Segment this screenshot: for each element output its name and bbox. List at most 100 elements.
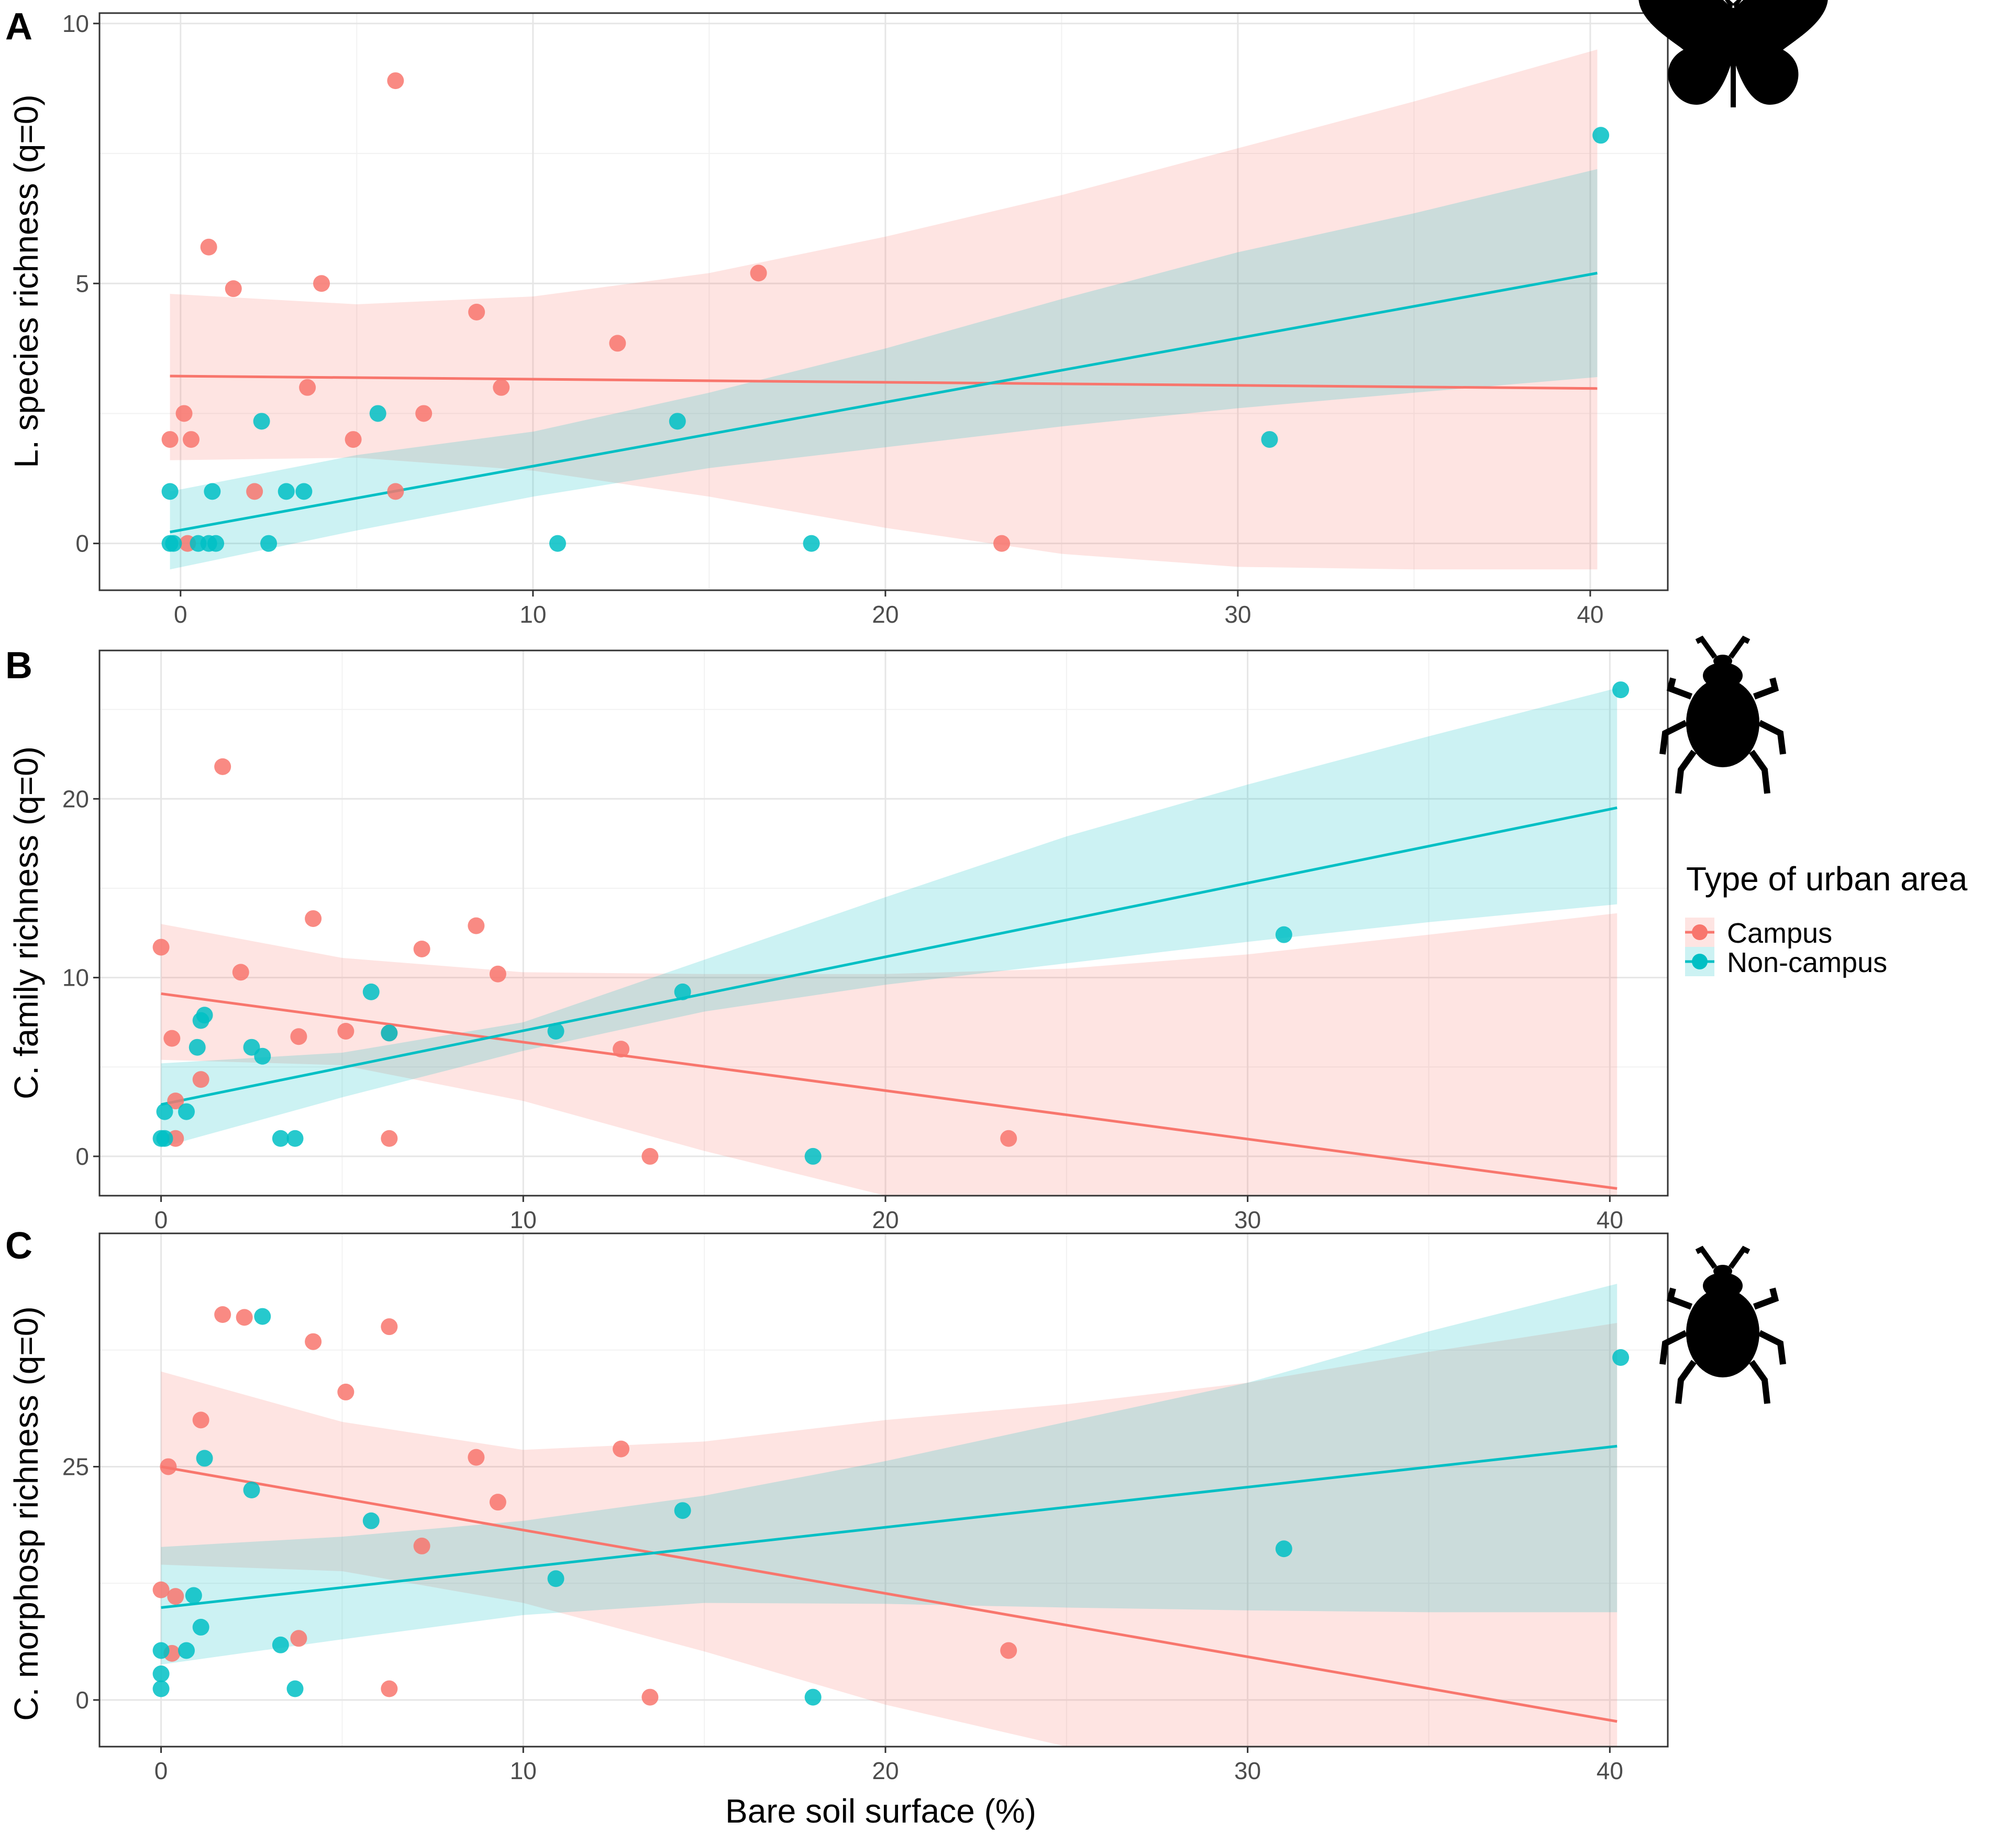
beetle-icon <box>1659 1245 1786 1404</box>
x-tick-label: 30 <box>1224 601 1251 628</box>
x-tick-label: 40 <box>1577 601 1603 628</box>
point-campus <box>489 965 506 983</box>
ci-band-campus <box>161 1323 1618 1747</box>
fit-line-campus <box>170 374 1598 390</box>
point-campus <box>246 483 263 500</box>
point-non-campus <box>669 413 686 430</box>
point-non-campus <box>674 1502 691 1519</box>
point-campus <box>468 917 485 934</box>
point-non-campus <box>381 1024 398 1042</box>
panel-c-border <box>98 1232 1669 1748</box>
point-campus <box>290 1028 307 1045</box>
point-non-campus <box>156 1130 173 1147</box>
legend-label-non-campus: Non-campus <box>1727 947 1887 978</box>
point-campus <box>305 1333 322 1350</box>
point-campus <box>305 910 322 927</box>
point-non-campus <box>547 1570 564 1587</box>
point-non-campus <box>204 483 221 500</box>
panel-b: B 0 10 20 30 40 0 10 20 C. family richness (q=0… <box>5 635 1786 1233</box>
panel-a: A 0 10 20 30 40 0 5 10 L. species richness (q=0… <box>5 0 1828 628</box>
legend-item-non-campus: Non-campus <box>1685 947 1887 978</box>
point-campus <box>641 1147 659 1165</box>
point-non-campus <box>803 535 820 552</box>
point-non-campus <box>165 535 182 552</box>
x-tick-label: 30 <box>1234 1757 1261 1784</box>
point-campus <box>236 1309 253 1326</box>
panel-label-a: A <box>5 6 32 48</box>
point-non-campus <box>243 1482 260 1498</box>
point-non-campus <box>1275 1540 1292 1558</box>
point-campus <box>225 280 242 297</box>
point-campus <box>493 379 510 396</box>
panel-b-plot-area: 0 10 20 30 40 0 10 20 <box>62 649 1669 1233</box>
y-tick-label: 0 <box>75 530 89 557</box>
point-campus <box>413 1537 430 1554</box>
panel-b-background <box>99 650 1668 1196</box>
y-tick-label: 25 <box>62 1453 89 1480</box>
y-tick-label: 0 <box>75 1143 89 1170</box>
point-non-campus <box>272 1130 289 1147</box>
y-tick-label: 5 <box>75 270 89 297</box>
point-non-campus <box>1261 431 1278 448</box>
point-non-campus <box>152 1642 170 1659</box>
point-campus <box>641 1689 659 1706</box>
point-campus <box>609 335 626 352</box>
point-campus <box>167 1588 184 1605</box>
x-tick-label: 40 <box>1597 1757 1623 1784</box>
panel-a-plot-area: 0 10 20 30 40 0 5 10 <box>62 10 1669 628</box>
ci-band-non-campus <box>170 169 1598 570</box>
panel-c: C 0 10 20 30 40 0 25 C. morphosp richness (q=0… <box>5 1225 1786 1784</box>
point-campus <box>167 1092 184 1110</box>
point-non-campus <box>674 983 691 1000</box>
ci-band-non-campus <box>161 688 1618 1147</box>
panel-c-background <box>99 1233 1668 1747</box>
x-tick-label: 10 <box>510 1757 537 1784</box>
point-campus <box>489 1494 506 1511</box>
fit-line-non-campus <box>161 806 1618 1106</box>
point-non-campus <box>189 1039 206 1056</box>
point-campus <box>232 964 249 981</box>
x-tick-label: 0 <box>154 1757 168 1784</box>
fit-line-campus <box>161 992 1618 1190</box>
point-non-campus <box>161 483 179 500</box>
point-campus <box>1000 1130 1017 1147</box>
point-campus <box>160 1458 177 1475</box>
point-non-campus <box>547 1022 564 1040</box>
point-non-campus <box>804 1689 822 1706</box>
x-tick-label: 20 <box>872 601 899 628</box>
point-non-campus <box>1612 1349 1630 1366</box>
point-non-campus <box>156 1103 173 1120</box>
point-campus <box>290 1630 307 1647</box>
point-non-campus <box>804 1147 822 1165</box>
y-tick-label: 10 <box>62 10 89 37</box>
point-non-campus <box>1612 681 1630 699</box>
y-tick-label: 10 <box>62 964 89 991</box>
point-non-campus <box>253 413 270 430</box>
x-tick-label: 0 <box>174 601 187 628</box>
fit-line-campus <box>161 1465 1618 1723</box>
point-non-campus <box>1275 926 1292 943</box>
legend: Type of urban area Campus Non-campus <box>1685 860 1968 978</box>
point-campus <box>182 431 200 448</box>
ci-band-campus <box>170 49 1598 570</box>
point-campus <box>613 1041 630 1058</box>
point-non-campus <box>286 1130 304 1147</box>
ci-band-non-campus <box>161 1284 1618 1665</box>
point-campus <box>152 939 170 956</box>
point-non-campus <box>362 983 380 1000</box>
point-campus <box>200 238 217 256</box>
x-tick-label: 10 <box>510 1206 537 1233</box>
point-campus <box>163 1030 181 1047</box>
point-campus <box>1000 1642 1017 1659</box>
point-campus <box>161 431 179 448</box>
legend-title: Type of urban area <box>1686 860 1968 898</box>
point-non-campus <box>260 535 278 552</box>
point-non-campus <box>196 1007 213 1024</box>
panel-a-background <box>99 13 1668 590</box>
x-tick-label: 0 <box>154 1206 168 1233</box>
point-non-campus <box>185 1587 202 1604</box>
panel-b-y-axis-title: C. family richness (q=0) <box>7 746 45 1099</box>
y-tick-label: 20 <box>62 785 89 812</box>
legend-key-non-campus-point <box>1692 954 1708 969</box>
